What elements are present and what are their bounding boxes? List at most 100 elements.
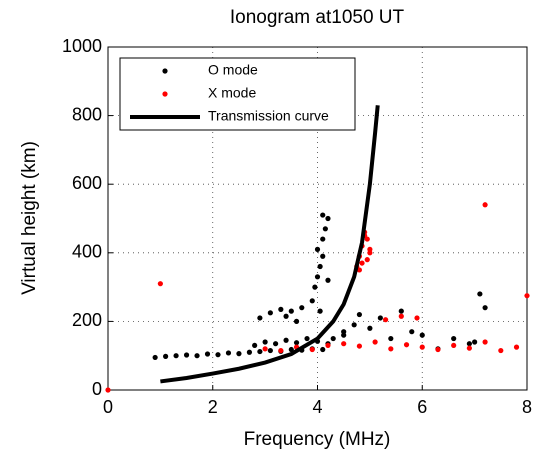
data-point [414,315,420,321]
data-point [419,332,425,338]
legend-label: X mode [208,85,256,101]
data-point [278,347,284,354]
data-point [341,332,347,338]
data-point [288,308,294,314]
data-point [382,317,389,323]
x-tick-label: 0 [103,397,113,417]
data-point [163,353,169,359]
data-point [325,342,331,349]
x-tick-label: 6 [417,397,427,417]
data-point [320,236,326,242]
x-axis-label: Frequency (MHz) [244,429,391,450]
data-point [364,236,370,242]
data-point [309,346,315,353]
data-point [356,267,362,273]
legend-swatch [162,91,168,97]
y-tick-label: 800 [72,104,102,124]
data-point [524,293,530,299]
data-point [204,351,211,357]
x-tick-label: 4 [312,397,322,417]
legend-label: Transmission curve [208,108,329,124]
data-point [356,343,362,349]
data-point [359,260,365,266]
data-point [435,346,441,353]
data-point [225,350,232,356]
data-point [183,352,190,358]
data-point [409,329,415,335]
data-point [173,353,179,359]
data-point [403,342,410,348]
data-point [257,315,263,321]
data-point [398,308,404,314]
data-point [325,277,331,283]
data-point [157,281,163,287]
data-point [388,346,394,352]
data-point [257,348,263,355]
data-point [513,344,520,350]
y-tick-label: 400 [72,242,102,262]
data-point [246,349,253,355]
y-tick-label: 0 [92,379,102,399]
data-point [194,353,200,359]
data-point [236,351,242,357]
data-point [466,341,472,347]
data-point [320,253,326,259]
data-point [498,347,504,354]
legend-box [119,57,356,131]
data-point [466,345,472,351]
data-point [367,325,373,331]
legend-swatch [162,68,168,74]
y-tick-label: 200 [72,310,102,330]
data-point [312,284,318,290]
data-point [367,246,373,252]
data-point [293,340,300,346]
data-line [160,105,380,384]
plot-frame [107,46,528,391]
data-point [322,226,328,232]
data-point [273,341,279,347]
data-point [252,342,258,349]
chart-title: Ionogram at1050 UT [230,7,405,28]
data-point [482,202,488,208]
data-point [364,257,370,263]
data-point [398,313,404,319]
data-point [377,315,383,321]
data-point [477,291,483,297]
data-point [451,335,457,342]
data-point [293,318,300,324]
data-point [317,308,323,314]
data-point [451,342,457,349]
y-tick-label: 1000 [62,36,102,56]
data-point [262,339,268,345]
data-point [283,313,289,319]
data-point [388,335,394,342]
y-axis-label: Virtual height (km) [19,141,40,295]
data-point [278,306,284,312]
data-point [262,346,268,352]
data-point [314,246,321,252]
data-point [341,341,347,347]
data-point [314,274,321,280]
data-point [288,346,294,353]
x-tick-label: 2 [208,397,218,417]
data-point [356,311,362,318]
data-point [351,322,357,328]
y-tick-label: 600 [72,173,102,193]
data-point [267,310,273,316]
data-point [267,347,273,354]
data-point [330,335,336,342]
data-point [304,335,310,342]
data-point [309,298,315,304]
data-point [482,305,488,311]
data-point [283,337,289,343]
data-point [372,339,378,345]
data-point [482,339,488,345]
data-point [472,339,478,345]
x-tick-label: 8 [522,397,532,417]
data-point [320,346,326,353]
data-point [317,263,323,270]
data-point [215,352,221,358]
data-point [320,212,326,218]
data-point [299,305,305,311]
